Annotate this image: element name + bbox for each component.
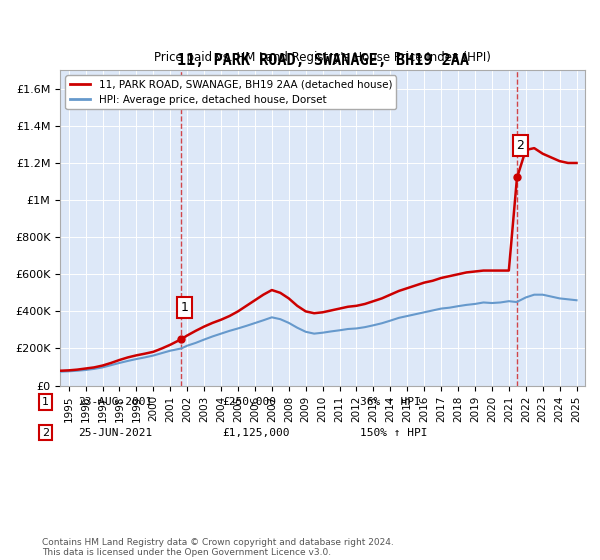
- Text: £1,125,000: £1,125,000: [222, 428, 290, 437]
- Text: 36% ↑ HPI: 36% ↑ HPI: [360, 397, 421, 407]
- Text: Price paid vs. HM Land Registry's House Price Index (HPI): Price paid vs. HM Land Registry's House …: [154, 51, 491, 64]
- Text: Contains HM Land Registry data © Crown copyright and database right 2024.
This d: Contains HM Land Registry data © Crown c…: [42, 538, 394, 557]
- Text: 2: 2: [517, 139, 524, 152]
- Title: 11, PARK ROAD, SWANAGE, BH19 2AA: 11, PARK ROAD, SWANAGE, BH19 2AA: [176, 53, 469, 68]
- Text: 1: 1: [181, 301, 188, 314]
- Text: 150% ↑ HPI: 150% ↑ HPI: [360, 428, 427, 437]
- Text: 25-JUN-2021: 25-JUN-2021: [78, 428, 152, 437]
- Text: 23-AUG-2001: 23-AUG-2001: [78, 397, 152, 407]
- Text: £250,000: £250,000: [222, 397, 276, 407]
- Legend: 11, PARK ROAD, SWANAGE, BH19 2AA (detached house), HPI: Average price, detached : 11, PARK ROAD, SWANAGE, BH19 2AA (detach…: [65, 76, 397, 109]
- Text: 1: 1: [42, 397, 49, 407]
- Text: 2: 2: [42, 428, 49, 437]
